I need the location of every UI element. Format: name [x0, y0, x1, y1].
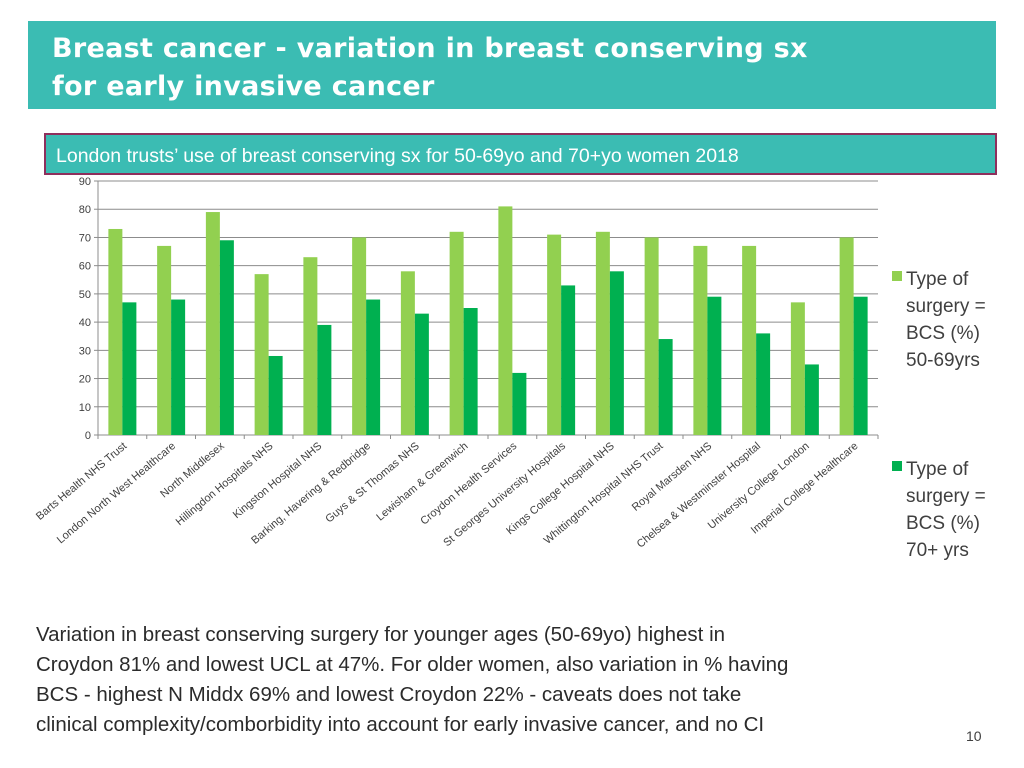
y-tick-label: 0: [85, 430, 91, 442]
y-tick-label: 30: [79, 345, 91, 357]
y-tick-label: 40: [79, 317, 91, 329]
bar-70-plus: [122, 302, 137, 435]
chart-title-box: London trusts’ use of breast conserving …: [44, 133, 997, 175]
bar-70-plus: [853, 296, 868, 435]
commentary-line: BCS - highest N Middx 69% and lowest Cro…: [36, 683, 742, 706]
bar-50-69: [303, 257, 318, 435]
y-tick-label: 50: [79, 289, 91, 301]
bar-50-69: [644, 237, 659, 435]
chart-title: London trusts’ use of breast conserving …: [56, 145, 739, 167]
bar-50-69: [547, 234, 562, 435]
legend-label-50-69: Type of surgery = BCS (%) 50-69yrs: [906, 269, 986, 371]
bar-70-plus: [366, 299, 381, 435]
commentary-text: Variation in breast conserving surgery f…: [36, 620, 986, 740]
x-category-label: Hillingdon Hospitals NHS: [174, 440, 276, 528]
y-tick-label: 20: [79, 374, 91, 386]
slide-title-line-1: Breast cancer - variation in breast cons…: [52, 33, 808, 64]
y-tick-label: 90: [79, 176, 91, 188]
bar-50-69: [595, 231, 610, 435]
bar-70-plus: [463, 308, 478, 435]
bar-50-69: [839, 237, 854, 435]
title-bar: Breast cancer - variation in breast cons…: [28, 21, 996, 109]
x-category-label: Guys & St Thomas NHS: [323, 440, 421, 525]
slide-title-line-2: for early invasive cancer: [52, 71, 435, 102]
x-category-label: Kingston Hospital NHS: [231, 440, 324, 521]
legend-swatch-50-69: [892, 271, 902, 281]
commentary-line: Variation in breast conserving surgery f…: [36, 623, 726, 646]
bar-70-plus: [171, 299, 186, 435]
bar-70-plus: [219, 240, 234, 435]
bar-70-plus: [756, 333, 771, 435]
y-axis-ticks: 0 10 20 30 40 50 60 70 80 90: [79, 176, 91, 442]
y-tick-label: 70: [79, 232, 91, 244]
bar-70-plus: [804, 364, 819, 435]
x-category-label: Croydon Health Services: [418, 440, 519, 528]
bar-50-69: [352, 237, 367, 435]
y-tick-label: 10: [79, 402, 91, 414]
bar-50-69: [108, 228, 123, 435]
bar-50-69: [693, 245, 708, 435]
bar-50-69: [205, 212, 220, 435]
bar-50-69: [449, 231, 464, 435]
bar-70-plus: [658, 339, 673, 435]
legend-swatch-70-plus: [892, 461, 902, 471]
bar-70-plus: [317, 324, 332, 435]
bar-50-69: [742, 245, 757, 435]
x-category-label: Barts Health NHS Trust: [34, 440, 129, 523]
legend-label-70-plus: Type of surgery = BCS (%) 70+ yrs: [906, 459, 986, 561]
bar-70-plus: [414, 313, 429, 435]
bar-50-69: [254, 274, 269, 435]
commentary-line: Croydon 81% and lowest UCL at 47%. For o…: [36, 653, 789, 676]
bar-70-plus: [512, 372, 527, 435]
bar-50-69: [498, 206, 513, 435]
commentary-line: clinical complexity/comborbidity into ac…: [36, 713, 765, 736]
bar-70-plus: [707, 296, 722, 435]
page-number: 10: [966, 728, 982, 744]
bar-70-plus: [268, 355, 283, 435]
bar-50-69: [157, 245, 172, 435]
chart-bars: [108, 206, 868, 435]
x-category-label: Royal Marsden NHS: [630, 440, 715, 514]
bar-70-plus: [561, 285, 576, 435]
x-category-label: Lewisham & Greenwich: [374, 440, 470, 523]
y-tick-label: 80: [79, 204, 91, 216]
bar-50-69: [400, 271, 415, 435]
y-tick-label: 60: [79, 261, 91, 273]
bar-50-69: [790, 302, 805, 435]
bar-70-plus: [609, 271, 624, 435]
